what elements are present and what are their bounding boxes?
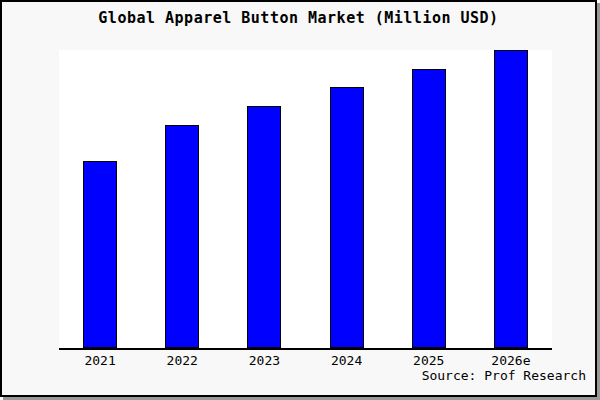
x-tick-label-2022: 2022 bbox=[141, 353, 223, 369]
chart-window: Global Apparel Button Market (Million US… bbox=[0, 0, 597, 397]
x-tick-label-2025: 2025 bbox=[388, 353, 470, 369]
bar-2023 bbox=[247, 106, 281, 348]
bar-2025 bbox=[412, 69, 446, 348]
bar-2026e bbox=[494, 50, 528, 348]
bar-2024 bbox=[330, 87, 364, 348]
plot-area bbox=[59, 50, 552, 350]
bar-2022 bbox=[165, 125, 199, 349]
chart-title: Global Apparel Button Market (Million US… bbox=[2, 9, 595, 27]
x-tick-label-2021: 2021 bbox=[59, 353, 141, 369]
x-tick-label-2023: 2023 bbox=[223, 353, 305, 369]
source-credit: Source: Prof Research bbox=[422, 368, 586, 383]
bar-2021 bbox=[83, 161, 117, 348]
x-axis-tick-labels: 202120222023202420252026e bbox=[59, 353, 552, 369]
x-tick-label-2024: 2024 bbox=[306, 353, 388, 369]
x-tick-label-2026e: 2026e bbox=[470, 353, 552, 369]
